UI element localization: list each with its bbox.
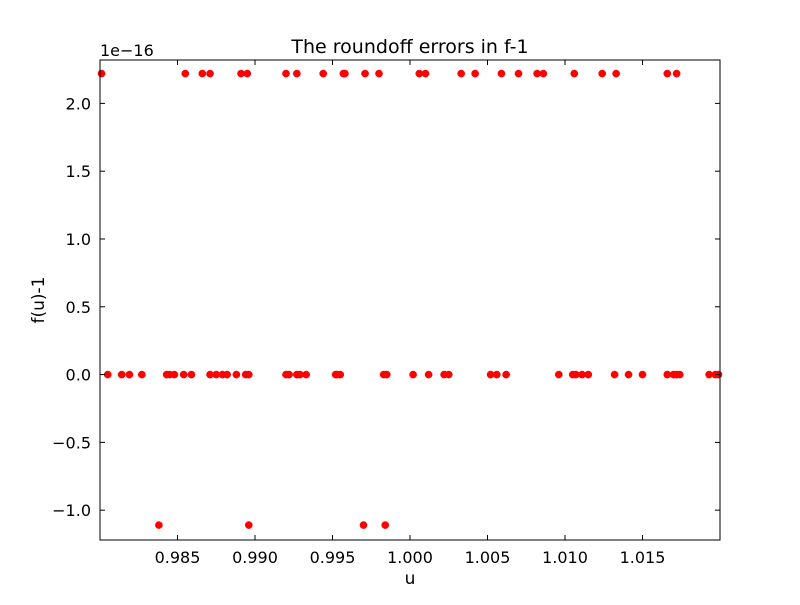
data-point [206,69,214,78]
data-point [381,521,390,529]
data-point [179,370,188,379]
data-point [155,521,163,529]
y-tick-label: 1.5 [66,162,91,181]
data-point [97,69,106,78]
data-point [319,69,328,78]
data-point [424,370,433,379]
y-axis-label: f(u)-1 [29,277,49,324]
data-point [675,370,684,379]
data-point [187,370,196,379]
data-point [181,69,190,78]
x-tick-label: 1.000 [387,548,433,567]
y-tick-label: 1.0 [66,230,91,249]
data-point [421,69,430,78]
data-point [244,521,253,529]
y-tick-label: 2.0 [66,94,91,113]
data-point [457,69,465,78]
x-tick-label: 0.990 [232,548,278,567]
data-point [409,370,417,379]
data-point [285,370,293,379]
data-point [492,370,501,379]
plot-background [100,60,720,540]
x-axis-label: u [405,569,416,589]
data-point [672,69,681,78]
data-point [612,69,621,78]
data-point [554,370,563,379]
data-point [514,69,523,78]
y-tick-label: −1.0 [52,501,91,520]
data-point [125,370,134,379]
data-point [624,370,633,379]
x-tick-label: 1.005 [465,548,511,567]
data-point [282,69,290,78]
chart-title: The roundoff errors in f-1 [290,36,528,58]
data-point [223,370,231,379]
data-point [638,370,647,379]
data-point [359,521,368,529]
data-point [570,69,579,78]
y-tick-label: −0.5 [52,433,91,452]
axis-ticks: 0.985 0.990 0.995 1.000 1.005 1.010 1.015 −1.0 −… [52,60,720,567]
data-point [375,69,383,78]
data-point [302,370,310,379]
data-point [198,69,207,78]
data-point [382,370,391,379]
data-point [598,69,607,78]
data-point [471,69,479,78]
data-point [244,370,253,379]
data-point [610,370,619,379]
data-point [663,69,672,78]
data-point [293,69,301,78]
x-tick-label: 1.010 [542,548,588,567]
data-point [341,69,349,78]
data-point [584,370,593,379]
data-point [117,370,126,379]
x-tick-label: 1.015 [620,548,666,567]
x-tick-label: 0.995 [310,548,356,567]
x-tick-label: 0.985 [155,548,201,567]
data-point [361,69,369,78]
y-offset-label: 1e−16 [100,41,154,60]
plot-frame [99,59,721,541]
data-point [170,370,179,379]
data-point [243,69,252,78]
data-point [138,370,146,379]
data-point [497,69,506,78]
data-point [502,370,510,379]
y-tick-label: 0.0 [66,366,91,385]
data-point [103,370,112,379]
data-point [336,370,345,379]
data-point [232,370,241,379]
y-tick-label: 0.5 [66,298,91,317]
data-point [539,69,548,78]
data-point [444,370,453,379]
